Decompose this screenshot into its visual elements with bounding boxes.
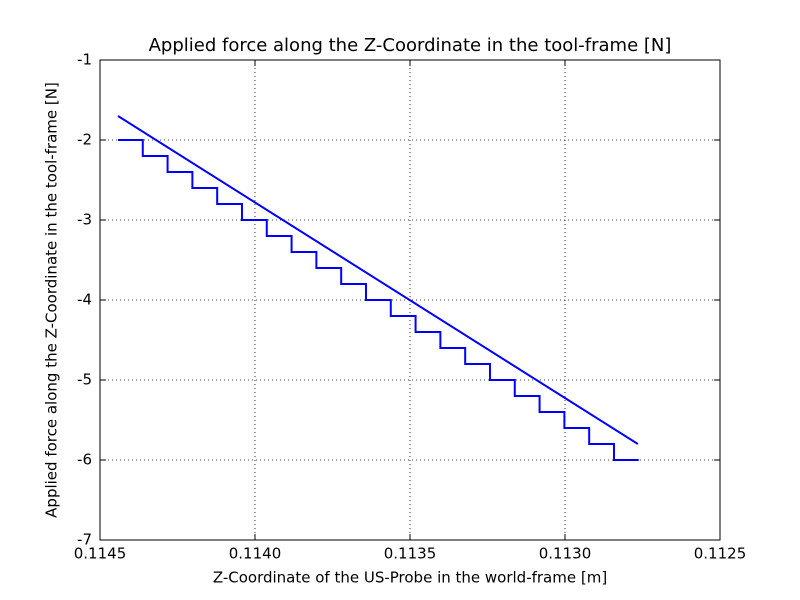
- data-line: [117, 139, 639, 461]
- y-tick-label: -6: [77, 451, 92, 469]
- plot-frame: [99, 59, 721, 541]
- y-tick-label: -1: [77, 51, 92, 69]
- x-tick-label: 0.1135: [384, 545, 437, 563]
- y-tick-label: -5: [77, 371, 92, 389]
- x-tick-label: 0.1125: [694, 545, 747, 563]
- x-tick-label: 0.1130: [539, 545, 592, 563]
- x-axis-label: Z-Coordinate of the US-Probe in the worl…: [213, 569, 607, 587]
- y-axis-label: Applied force along the Z-Coordinate in …: [43, 82, 61, 518]
- chart-title: Applied force along the Z-Coordinate in …: [149, 35, 672, 56]
- y-tick-label: -4: [77, 291, 92, 309]
- x-tick-label: 0.1145: [74, 545, 127, 563]
- x-tick-label: 0.1140: [229, 545, 282, 563]
- y-tick-label: -7: [77, 531, 92, 549]
- y-tick-label: -2: [77, 131, 92, 149]
- y-tick-label: -3: [77, 211, 92, 229]
- data-line: [117, 115, 639, 445]
